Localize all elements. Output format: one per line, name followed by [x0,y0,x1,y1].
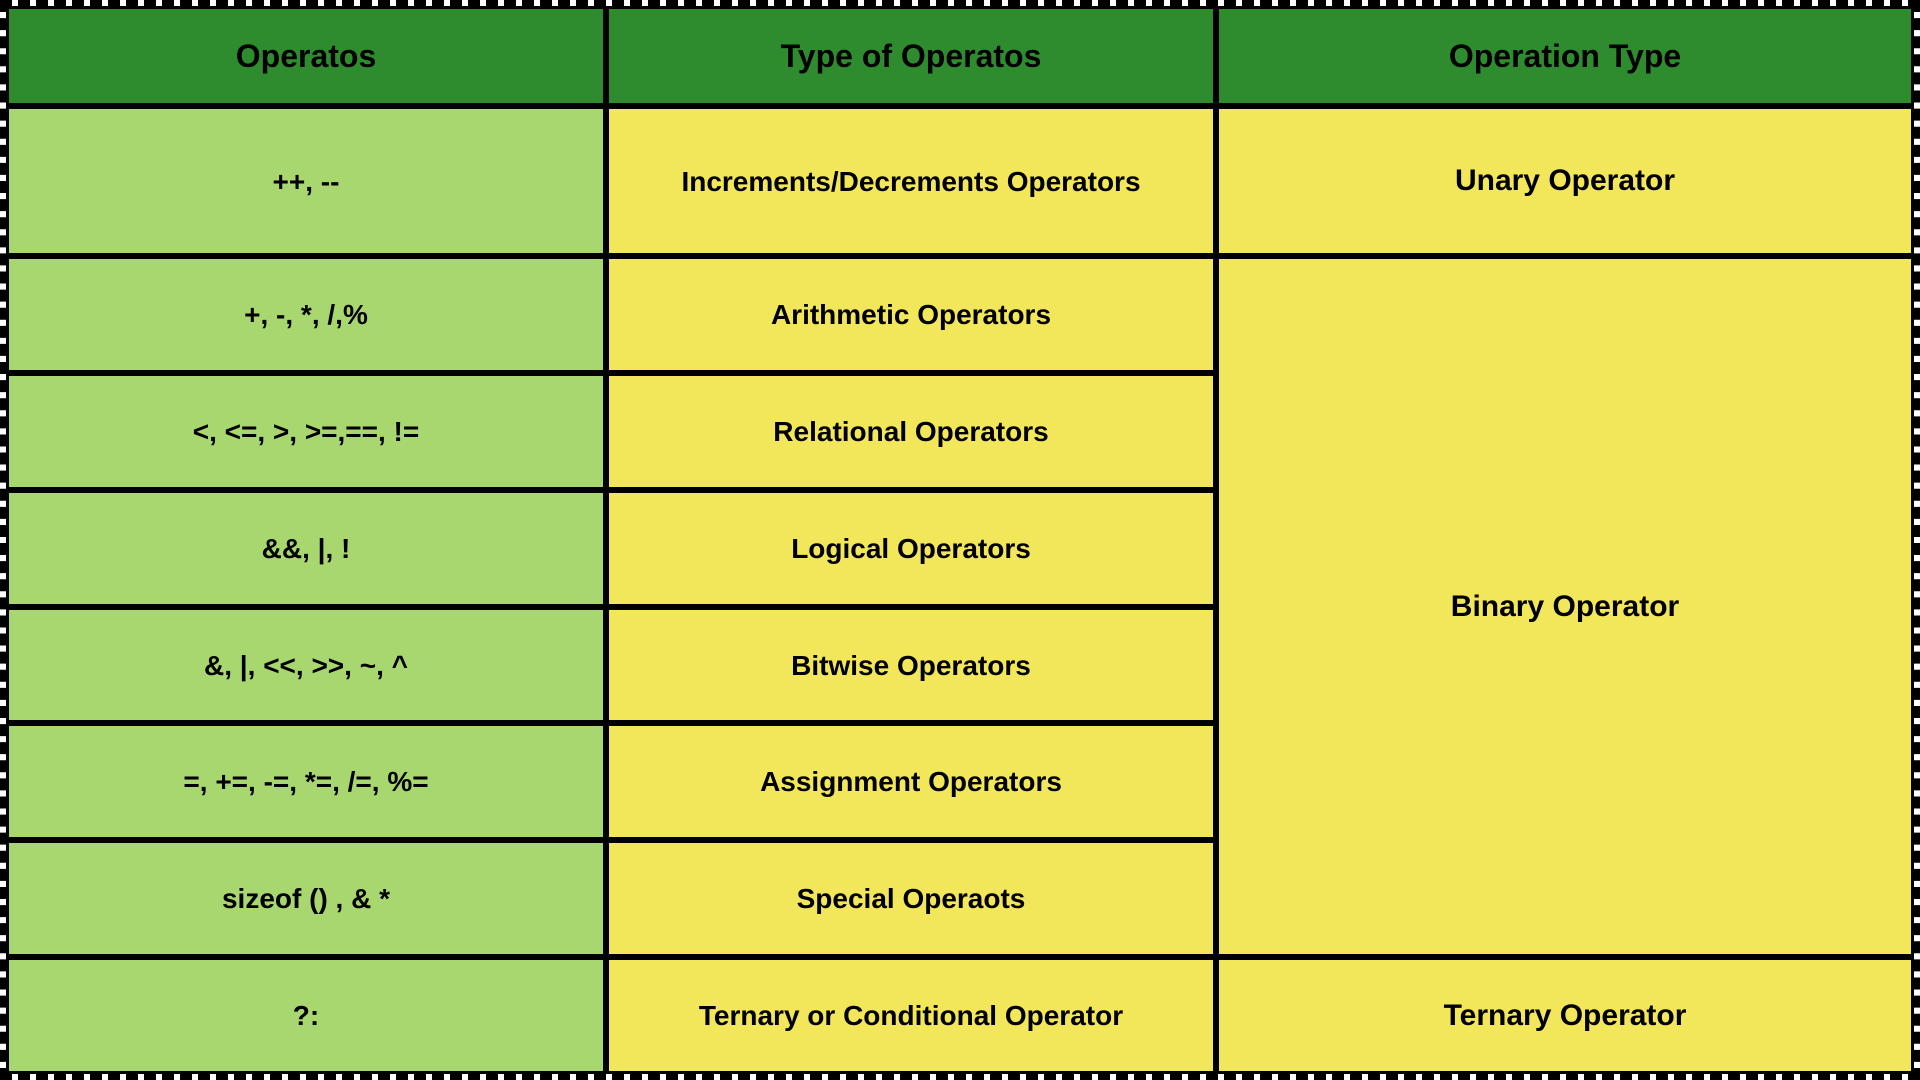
operators-table: Operatos Type of Operatos Operation Type… [0,0,1920,1080]
operation-type-cell: Binary Operator [1216,256,1914,957]
operators-cell: +, -, *, /,% [6,256,606,373]
table-row: ?: Ternary or Conditional Operator Terna… [6,957,1914,1074]
type-cell: Increments/Decrements Operators [606,106,1216,256]
table-header-row: Operatos Type of Operatos Operation Type [6,6,1914,106]
type-cell: Relational Operators [606,373,1216,490]
operators-cell: sizeof () , & * [6,840,606,957]
operation-type-cell: Ternary Operator [1216,957,1914,1074]
operators-cell: ++, -- [6,106,606,256]
table-row: =, +=, -=, *=, /=, %= Assignment Operato… [6,723,1216,840]
type-cell: Bitwise Operators [606,607,1216,724]
operators-cell: &, |, <<, >>, ~, ^ [6,607,606,724]
header-type: Type of Operatos [606,6,1216,106]
type-cell: Assignment Operators [606,723,1216,840]
table-row: <, <=, >, >=,==, != Relational Operators [6,373,1216,490]
type-cell: Special Operaots [606,840,1216,957]
header-operators: Operatos [6,6,606,106]
table-row: &&, |, ! Logical Operators [6,490,1216,607]
binary-merged: Binary Operator [1216,256,1914,957]
binary-block: +, -, *, /,% Arithmetic Operators <, <=,… [6,256,1914,957]
operators-cell: &&, |, ! [6,490,606,607]
operation-type-cell: Unary Operator [1216,106,1914,256]
table-row: ++, -- Increments/Decrements Operators U… [6,106,1914,256]
operators-cell: <, <=, >, >=,==, != [6,373,606,490]
operators-cell: ?: [6,957,606,1074]
operators-cell: =, +=, -=, *=, /=, %= [6,723,606,840]
type-cell: Arithmetic Operators [606,256,1216,373]
table-row: +, -, *, /,% Arithmetic Operators [6,256,1216,373]
table-row: sizeof () , & * Special Operaots [6,840,1216,957]
table-row: &, |, <<, >>, ~, ^ Bitwise Operators [6,607,1216,724]
binary-rows: +, -, *, /,% Arithmetic Operators <, <=,… [6,256,1216,957]
header-operation-type: Operation Type [1216,6,1914,106]
type-cell: Ternary or Conditional Operator [606,957,1216,1074]
type-cell: Logical Operators [606,490,1216,607]
